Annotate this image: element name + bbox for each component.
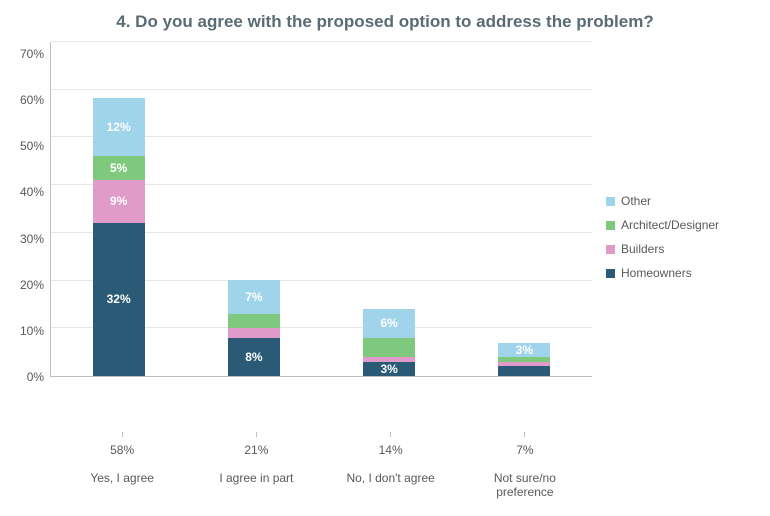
legend-item: Architect/Designer [606, 218, 750, 232]
legend: Other Architect/Designer Builders Homeowner… [592, 42, 750, 432]
y-tick: 20% [20, 279, 44, 291]
bar-segment: 5% [93, 156, 145, 180]
bar: 32%9%5%12% [93, 98, 145, 376]
legend-swatch [606, 269, 615, 278]
x-label-group: 58% Yes, I agree [62, 437, 182, 500]
x-axis-labels: 58% Yes, I agree 21% I agree in part 14% No, … [55, 437, 592, 500]
y-tick: 60% [20, 94, 44, 106]
x-category-label: No, I don't agree [346, 471, 434, 485]
y-tick: 70% [20, 48, 44, 60]
bar-segment [228, 328, 280, 338]
legend-label: Homeowners [621, 266, 692, 280]
legend-swatch [606, 221, 615, 230]
legend-swatch [606, 197, 615, 206]
bar-segment [228, 314, 280, 328]
bar-segment: 3% [498, 343, 550, 357]
x-category-label: I agree in part [219, 471, 293, 485]
bar: 8% 7% [228, 280, 280, 376]
plot-and-legend: 32%9%5%12% 8% 7% 3% 6% 3% Other Architect/Desi… [50, 42, 750, 432]
bar: 3% 6% [363, 309, 415, 376]
bar-segment: 9% [93, 180, 145, 223]
bar-segment: 7% [228, 280, 280, 314]
bar-segment [363, 338, 415, 357]
bar-segment: 32% [93, 223, 145, 376]
bar-segment: 3% [363, 362, 415, 376]
legend-item: Homeowners [606, 266, 750, 280]
y-tick: 50% [20, 140, 44, 152]
bar-segment: 6% [363, 309, 415, 338]
x-label-group: 21% I agree in part [196, 437, 316, 500]
chart-container: 4. Do you agree with the proposed option… [0, 0, 770, 516]
bar-segment [498, 366, 550, 376]
x-total-label: 58% [110, 443, 134, 457]
x-total-label: 7% [516, 443, 533, 457]
y-tick: 30% [20, 233, 44, 245]
gridline [51, 89, 592, 90]
legend-label: Other [621, 194, 651, 208]
bar-segment: 8% [228, 338, 280, 376]
bar: 3% [498, 343, 550, 376]
plot-area: 32%9%5%12% 8% 7% 3% 6% 3% [50, 42, 592, 377]
x-label-group: 14% No, I don't agree [331, 437, 451, 500]
x-total-label: 14% [379, 443, 403, 457]
bar-segment: 12% [93, 98, 145, 155]
y-tick: 40% [20, 186, 44, 198]
x-category-label: Yes, I agree [90, 471, 154, 485]
gridline [51, 41, 592, 42]
x-label-group: 7% Not sure/no preference [465, 437, 585, 500]
legend-item: Builders [606, 242, 750, 256]
legend-swatch [606, 245, 615, 254]
y-axis: 70%60%50%40%30%20%10%0% [20, 42, 50, 377]
y-tick: 10% [20, 325, 44, 337]
plot-wrap: 70% 60% 50% 40% 30% 20% 10% 0% 32%9%5%12% 8% 7% 3%… [20, 42, 750, 432]
legend-label: Builders [621, 242, 664, 256]
chart-title: 4. Do you agree with the proposed option… [20, 12, 750, 32]
x-category-label: Not sure/no preference [465, 471, 585, 500]
legend-label: Architect/Designer [621, 218, 719, 232]
x-total-label: 21% [244, 443, 268, 457]
legend-item: Other [606, 194, 750, 208]
y-tick: 0% [27, 371, 44, 383]
